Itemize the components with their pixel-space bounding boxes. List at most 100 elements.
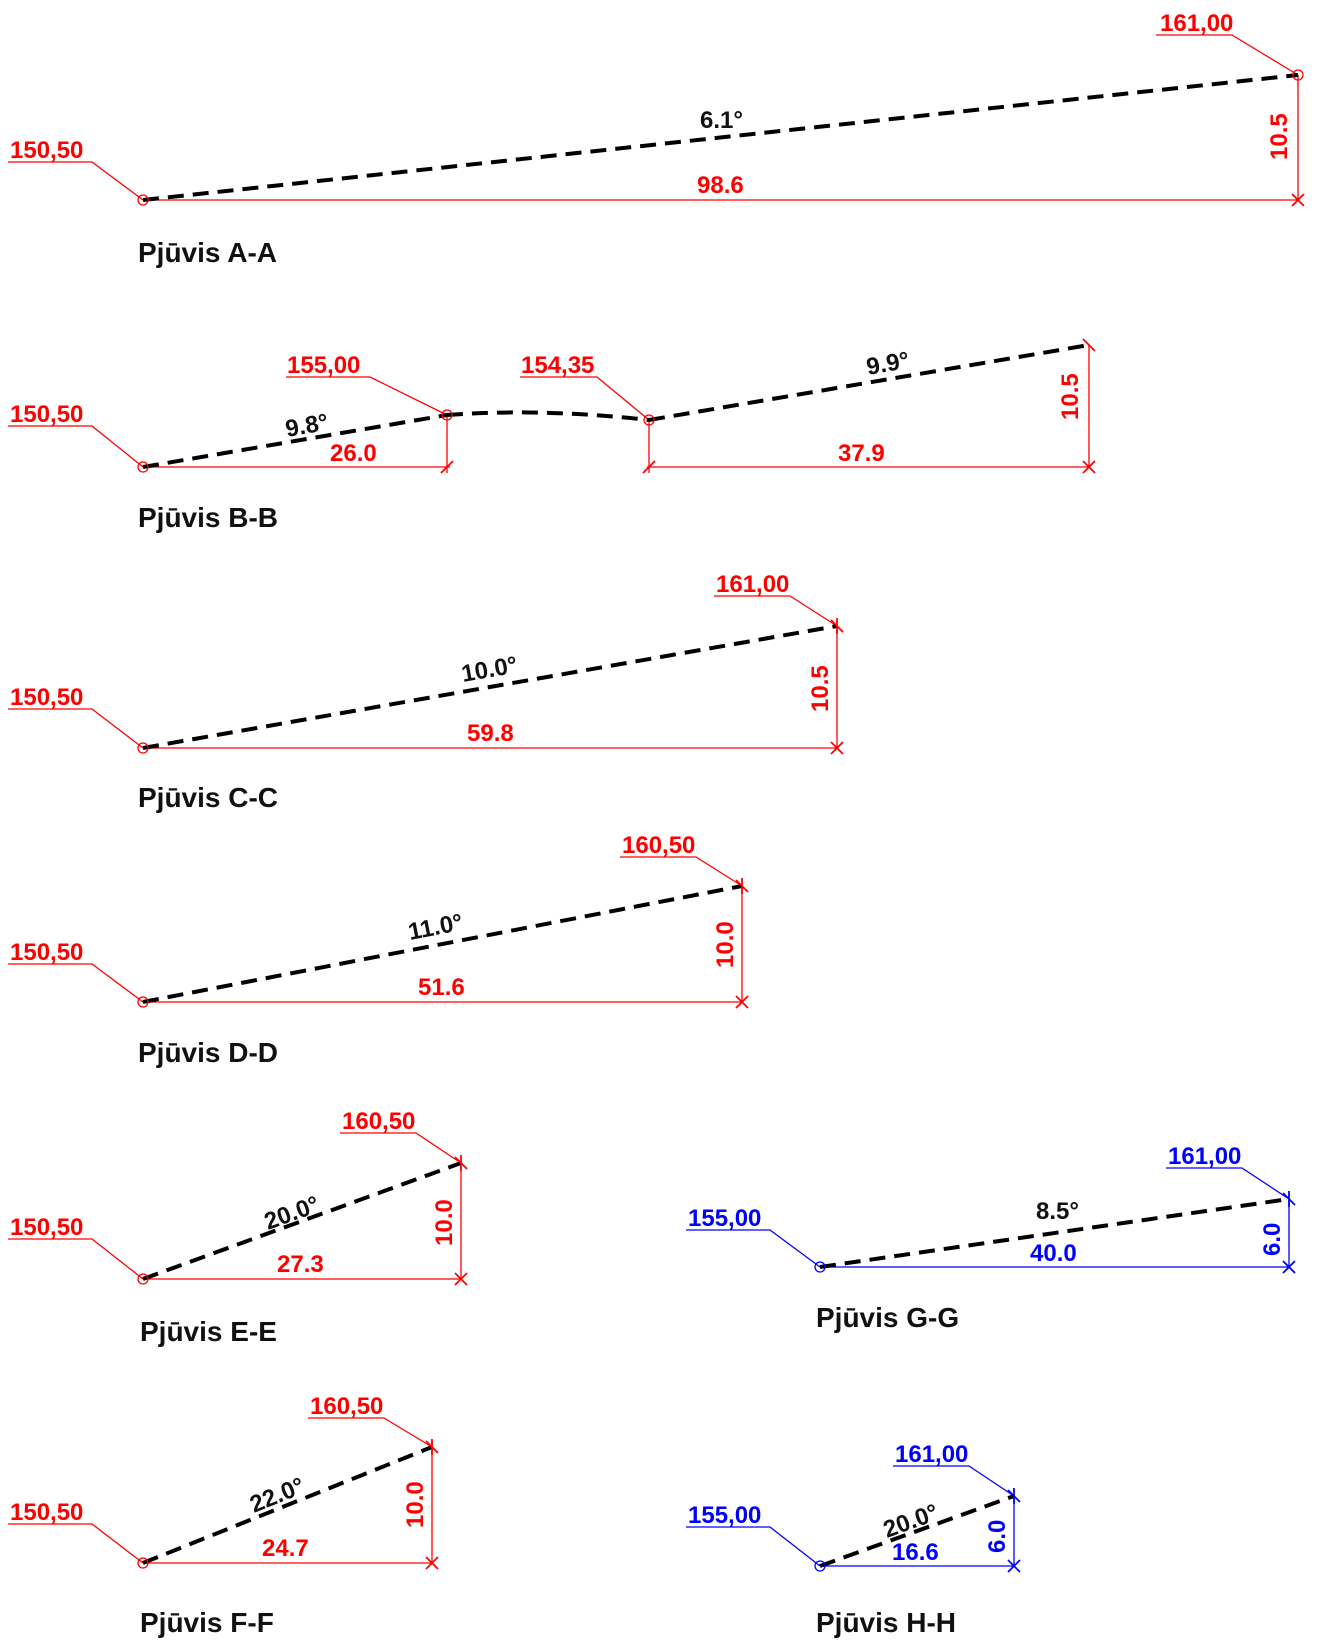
ee-length-label: 27.3 (277, 1251, 324, 1278)
aa-start-elevation-leader (8, 161, 144, 201)
cc-end-elevation: 161,00 (716, 571, 789, 598)
aa-start-elevation: 150,50 (10, 137, 83, 164)
gg-length-label: 40.0 (1030, 1240, 1077, 1267)
gg-start-point-marker (814, 1261, 826, 1273)
hh-start-elevation: 155,00 (688, 1502, 761, 1529)
hh-start-point-marker (814, 1560, 826, 1572)
gg-slope-angle: 8.5° (1036, 1198, 1079, 1225)
hh-dimension-ticks (1007, 1488, 1021, 1573)
ff-height-label: 10.0 (402, 1481, 429, 1528)
hh-slope-angle: 20.0° (880, 1499, 942, 1544)
aa-slope-line (142, 73, 1299, 202)
dd-start-elevation: 150,50 (10, 939, 83, 966)
gg-end-elevation-leader (1166, 1167, 1290, 1200)
bb-start-elevation-leader (8, 425, 144, 468)
gg-dimension-ticks (1282, 1191, 1296, 1274)
cc-slope-angle: 10.0° (459, 652, 519, 688)
ee-section-title: Pjūvis E-E (140, 1316, 277, 1347)
gg-section-title: Pjūvis G-G (816, 1302, 959, 1333)
bb-section-title: Pjūvis B-B (138, 502, 278, 533)
cc-start-elevation-leader (8, 708, 144, 749)
ee-end-elevation-leader (340, 1132, 462, 1164)
ff-start-elevation-leader (8, 1523, 144, 1564)
ee-height-label: 10.0 (431, 1199, 458, 1246)
bb-mid2-elevation-leader (520, 376, 650, 421)
ff-end-elevation-leader (308, 1417, 433, 1448)
hh-length-label: 16.6 (892, 1539, 939, 1566)
ee-slope-angle: 20.0° (261, 1191, 323, 1236)
gg-start-elevation: 155,00 (688, 1205, 761, 1232)
ff-dimension-ticks (425, 1439, 439, 1570)
hh-start-elevation-leader (686, 1526, 821, 1567)
ee-end-elevation: 160,50 (342, 1108, 415, 1135)
bb-start-point-marker (137, 461, 149, 473)
dd-section-title: Pjūvis D-D (138, 1037, 278, 1068)
hh-end-elevation: 161,00 (895, 1441, 968, 1468)
ee-start-elevation: 150,50 (10, 1214, 83, 1241)
bb-height-label: 10.5 (1057, 373, 1084, 420)
bb-mid1-elevation-leader (286, 376, 448, 416)
ff-start-elevation: 150,50 (10, 1499, 83, 1526)
section-dd: 150,50 160,50 11.0° 51.6 10.0 Pjūvis D-D (8, 832, 749, 1068)
bb-length2-label: 37.9 (838, 440, 885, 467)
dd-length-label: 51.6 (418, 974, 465, 1001)
ff-slope-line (142, 1445, 433, 1565)
dd-start-elevation-leader (8, 963, 144, 1003)
gg-start-elevation-leader (686, 1229, 821, 1268)
ee-dimension-ticks (454, 1155, 468, 1286)
section-gg: 155,00 161,00 8.5° 40.0 6.0 Pjūvis G-G (686, 1143, 1296, 1333)
aa-slope-angle: 6.1° (700, 107, 743, 134)
gg-height-label: 6.0 (1259, 1223, 1286, 1256)
aa-section-title: Pjūvis A-A (138, 237, 277, 268)
section-cc: 150,50 161,00 10.0° 59.8 10.5 Pjūvis C-C (8, 571, 844, 813)
bb-dimension-ticks (440, 338, 1096, 474)
aa-length-label: 98.6 (697, 172, 744, 199)
cc-start-point-marker (137, 742, 149, 754)
gg-slope-line (819, 1197, 1290, 1269)
bb-mid2-elevation: 154,35 (521, 352, 594, 379)
ff-length-label: 24.7 (262, 1535, 309, 1562)
cc-section-title: Pjūvis C-C (138, 782, 278, 813)
cc-end-elevation-leader (714, 595, 838, 627)
gg-end-elevation: 161,00 (1168, 1143, 1241, 1170)
ee-start-point-marker (137, 1273, 149, 1285)
cc-length-label: 59.8 (467, 720, 514, 747)
cc-slope-line (142, 624, 838, 750)
hh-height-label: 6.0 (984, 1520, 1011, 1553)
aa-dimension-tick (1291, 193, 1305, 207)
hh-section-title: Pjūvis H-H (816, 1607, 956, 1638)
aa-start-point-marker (137, 194, 149, 206)
bb-mid1-point-marker (441, 409, 453, 421)
bb-mid2-point-marker (643, 414, 655, 426)
ee-slope-line (142, 1161, 462, 1281)
section-ee: 150,50 160,50 20.0° 27.3 10.0 Pjūvis E-E (8, 1108, 468, 1347)
section-hh: 155,00 161,00 20.0° 16.6 6.0 Pjūvis H-H (686, 1441, 1021, 1638)
hh-slope-line (819, 1494, 1015, 1568)
dd-start-point-marker (137, 996, 149, 1008)
bb-length1-label: 26.0 (330, 440, 377, 467)
dd-end-elevation: 160,50 (622, 832, 695, 859)
ff-section-title: Pjūvis F-F (140, 1607, 274, 1638)
bb-mid1-elevation: 155,00 (287, 352, 360, 379)
cc-height-label: 10.5 (807, 665, 834, 712)
bb-slope1-line (142, 413, 448, 469)
cc-dimension-ticks (830, 618, 844, 755)
ff-slope-angle: 22.0° (246, 1472, 308, 1518)
dd-end-elevation-leader (620, 856, 743, 887)
bb-start-elevation: 150,50 (10, 401, 83, 428)
bb-berm-line (446, 410, 650, 422)
dd-dimension-ticks (735, 878, 749, 1009)
dd-slope-angle: 11.0° (406, 909, 465, 946)
ee-start-elevation-leader (8, 1238, 144, 1280)
ff-end-elevation: 160,50 (310, 1393, 383, 1420)
dd-slope-line (142, 884, 743, 1004)
ff-start-point-marker (137, 1557, 149, 1569)
dd-height-label: 10.0 (712, 921, 739, 968)
cc-start-elevation: 150,50 (10, 684, 83, 711)
hh-end-elevation-leader (893, 1465, 1015, 1497)
aa-height-label: 10.5 (1266, 113, 1293, 160)
aa-end-point-marker (1292, 69, 1304, 81)
section-ff: 150,50 160,50 22.0° 24.7 10.0 Pjūvis F-F (8, 1393, 439, 1638)
section-bb: 150,50 155,00 154,35 9.8° 26.0 9.9° 37.9… (8, 338, 1096, 533)
